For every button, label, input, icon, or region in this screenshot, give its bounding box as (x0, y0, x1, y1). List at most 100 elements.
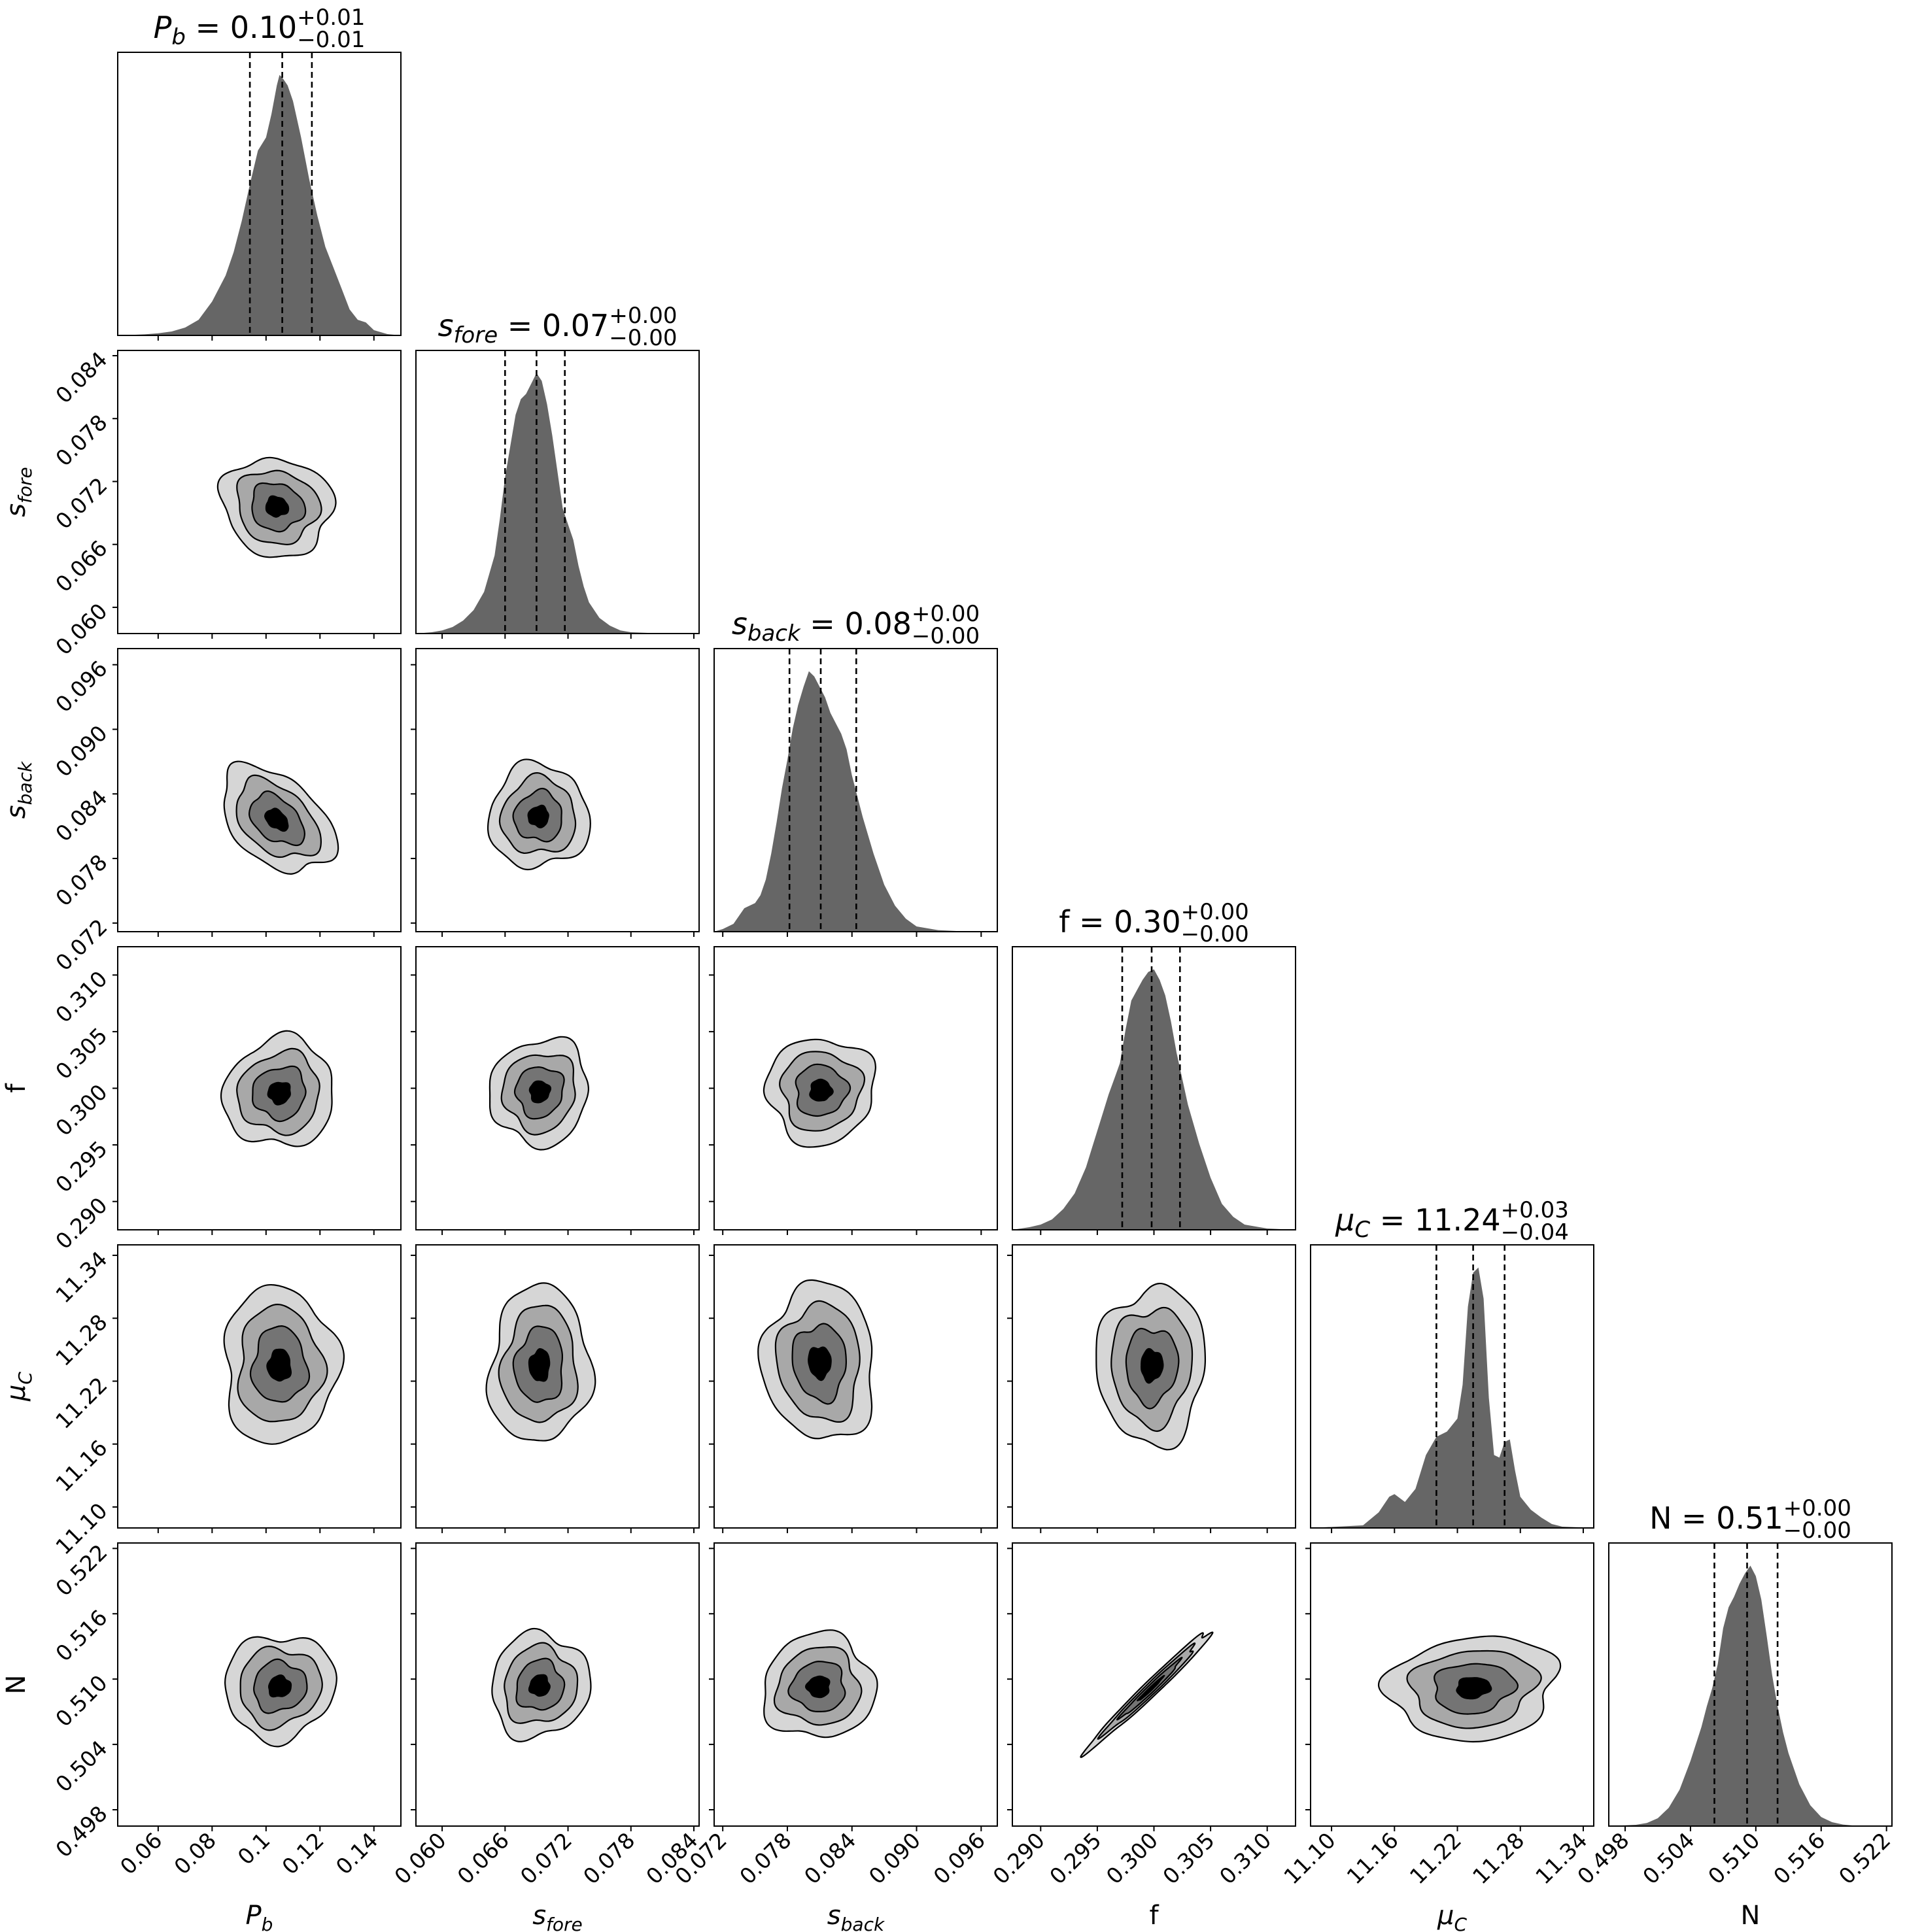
contour-panel-Pb-sfore (112, 350, 402, 639)
x-tick-label: 0.066 (453, 1827, 514, 1889)
contour-level-4 (528, 1674, 551, 1697)
contour-level-4 (267, 1674, 292, 1698)
panel-frame (117, 350, 402, 634)
contour-level-4 (266, 1348, 292, 1382)
panel-frame (713, 1244, 998, 1529)
contour-level-4 (528, 1080, 552, 1104)
contour-level-4 (527, 804, 549, 828)
panel-frame (415, 1244, 700, 1529)
y-tick-label: 11.16 (50, 1435, 112, 1497)
panel-title-N: N = 0.51+0.00 (1649, 1495, 1851, 1536)
contour-level-4 (264, 807, 289, 832)
x-axis-label-N: N (1741, 1901, 1761, 1931)
y-tick-label: 0.066 (50, 535, 112, 597)
y-axis-label-f: f (1, 1083, 31, 1093)
x-axis-Pb: 0.06 0.08 0.1 0.12 0.14 Pb (115, 1827, 383, 1932)
y-tick-label: 0.090 (50, 720, 112, 782)
x-tick-label: 0.078 (734, 1827, 796, 1889)
contour-panel-sfore-sback (411, 648, 700, 937)
histogram-sfore (416, 373, 699, 634)
histogram-f (1012, 969, 1296, 1230)
contour-panel-f-muC (1007, 1244, 1296, 1533)
x-tick-label: 0.510 (1703, 1827, 1764, 1889)
x-tick-label: 11.22 (1405, 1827, 1466, 1889)
y-tick-label: 0.516 (50, 1604, 112, 1666)
x-tick-label: 0.06 (115, 1827, 167, 1880)
y-tick-label: 0.096 (50, 656, 112, 717)
title-plus-error: +0.00 (609, 303, 677, 329)
contour-level-4 (267, 1081, 291, 1106)
panel-frame (1310, 1542, 1594, 1827)
y-tick-label: 0.072 (50, 914, 112, 975)
panel-title-sfore: sfore = 0.07+0.00 (438, 303, 677, 348)
y-tick-label: 0.504 (50, 1735, 112, 1797)
contour-level-4 (809, 1078, 834, 1102)
x-axis-label-Pb: Pb (246, 1901, 273, 1932)
y-tick-label: 0.060 (50, 598, 112, 660)
x-tick-label: 0.12 (277, 1827, 329, 1880)
title-minus-error: −0.01 (297, 27, 365, 53)
x-tick-label: 11.28 (1468, 1827, 1529, 1889)
x-tick-label: 0.310 (1214, 1827, 1276, 1889)
y-tick-label: 0.300 (50, 1079, 112, 1141)
panel-frame (1608, 1542, 1893, 1827)
contour-panel-f-N (1007, 1542, 1296, 1831)
y-axis-label-N: N (1, 1675, 31, 1695)
contour-panel-sback-muC (709, 1244, 998, 1533)
panel-frame (713, 1542, 998, 1827)
x-axis-label-sback: sback (827, 1901, 885, 1932)
x-tick-label: 0.504 (1638, 1827, 1699, 1889)
contour-panel-sback-N (709, 1542, 998, 1831)
panel-title-f: f = 0.30+0.00 (1059, 899, 1249, 940)
contour-panel-sfore-f (411, 946, 700, 1235)
x-tick-label: 11.16 (1342, 1827, 1403, 1889)
y-axis-label-muC: μC (1, 1372, 36, 1402)
contour-panel-Pb-sback (112, 648, 402, 937)
x-axis-label-sfore: sfore (532, 1901, 583, 1932)
x-tick-label: 0.305 (1158, 1827, 1219, 1889)
panel-frame (415, 1542, 700, 1827)
y-tick-label: 0.498 (50, 1801, 112, 1862)
x-tick-label: 0.290 (988, 1827, 1050, 1889)
contour-level-4 (1137, 1674, 1165, 1702)
x-tick-label: 0.078 (578, 1827, 640, 1889)
histogram-N (1609, 1565, 1892, 1826)
histogram-muC (1311, 1267, 1594, 1528)
title-minus-error: −0.00 (1783, 1517, 1851, 1544)
x-tick-label: 0.060 (389, 1827, 451, 1889)
x-tick-label: 0.08 (169, 1827, 221, 1880)
y-tick-label: 11.22 (50, 1372, 112, 1434)
panel-frame (117, 648, 402, 932)
contour-level-4 (804, 1675, 831, 1699)
x-tick-label: 0.072 (515, 1827, 577, 1889)
contour-level-4 (1141, 1347, 1164, 1384)
x-axis-label-muC: μC (1437, 1901, 1467, 1932)
x-tick-label: 0.300 (1101, 1827, 1163, 1889)
contour-panel-sfore-N (411, 1542, 700, 1831)
contour-panel-sback-f (709, 946, 998, 1235)
y-tick-label: 0.078 (50, 409, 112, 471)
x-tick-label: 0.516 (1768, 1827, 1830, 1889)
histogram-panel-f: f = 0.30+0.00−0.00 (1012, 899, 1296, 1235)
title-plus-error: +0.03 (1501, 1197, 1569, 1223)
y-tick-label: 0.310 (50, 966, 112, 1027)
histogram-panel-sfore: sfore = 0.07+0.00−0.00 (415, 303, 700, 639)
y-axis-label-sfore: sfore (1, 467, 36, 517)
y-tick-label: 0.305 (50, 1023, 112, 1084)
histogram-panel-muC: μC = 11.24+0.03−0.04 (1310, 1197, 1594, 1533)
x-tick-label: 0.14 (331, 1827, 383, 1880)
panel-frame (415, 350, 700, 634)
contour-panel-muC-N (1305, 1542, 1594, 1831)
contour-level-4 (1456, 1677, 1492, 1700)
x-tick-label: 0.295 (1044, 1827, 1106, 1889)
title-minus-error: −0.00 (609, 325, 677, 351)
title-minus-error: −0.00 (1181, 921, 1249, 947)
panel-frame (117, 1542, 402, 1827)
